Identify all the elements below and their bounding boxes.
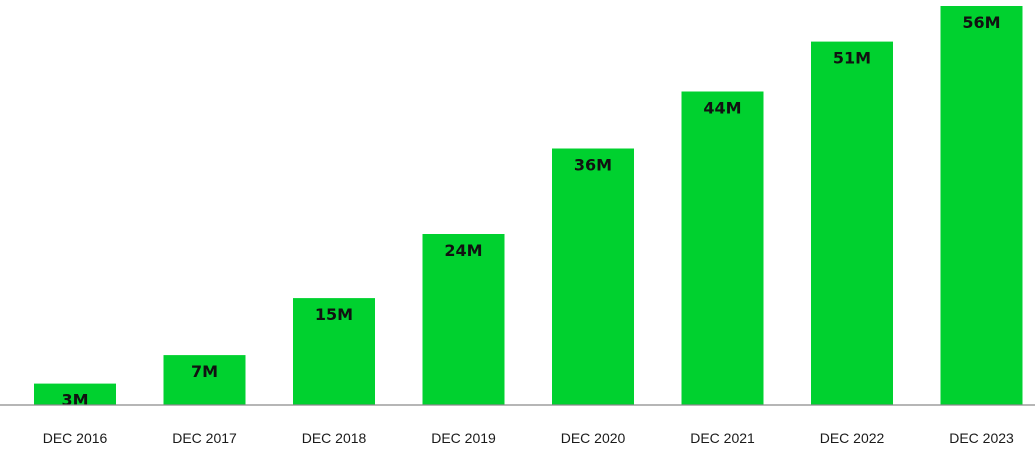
x-tick-label: DEC 2020 [561,430,626,446]
x-tick-label: DEC 2023 [949,430,1014,446]
x-tick-label: DEC 2019 [431,430,496,446]
bar-2 [293,298,375,405]
bars-group [34,6,1023,405]
bar-value-label: 44M [703,99,741,118]
bar-value-label: 56M [962,13,1000,32]
bar-value-label: 51M [833,49,871,68]
x-tick-label: DEC 2022 [820,430,885,446]
x-tick-label: DEC 2021 [690,430,755,446]
bar-5 [681,91,764,405]
x-tick-label: DEC 2017 [172,430,237,446]
bar-3 [422,234,505,405]
bar-value-label: 3M [61,391,88,410]
bar-4 [552,148,634,405]
data-labels-group: 3M 7M 15M 24M 36M 44M 51M 56M [61,13,1000,410]
bar-value-label: 7M [191,362,218,381]
bar-1 [163,355,246,405]
x-tick-label: DEC 2018 [302,430,367,446]
x-tick-label: DEC 2016 [43,430,108,446]
bar-value-label: 36M [574,156,612,175]
x-tick-labels-group: DEC 2016 DEC 2017 DEC 2018 DEC 2019 DEC 2020… [43,430,1014,446]
bar-7 [940,6,1023,405]
bar-6 [811,41,893,405]
bar-value-label: 24M [444,241,482,260]
bar-value-label: 15M [315,305,353,324]
bar-0 [34,383,116,405]
